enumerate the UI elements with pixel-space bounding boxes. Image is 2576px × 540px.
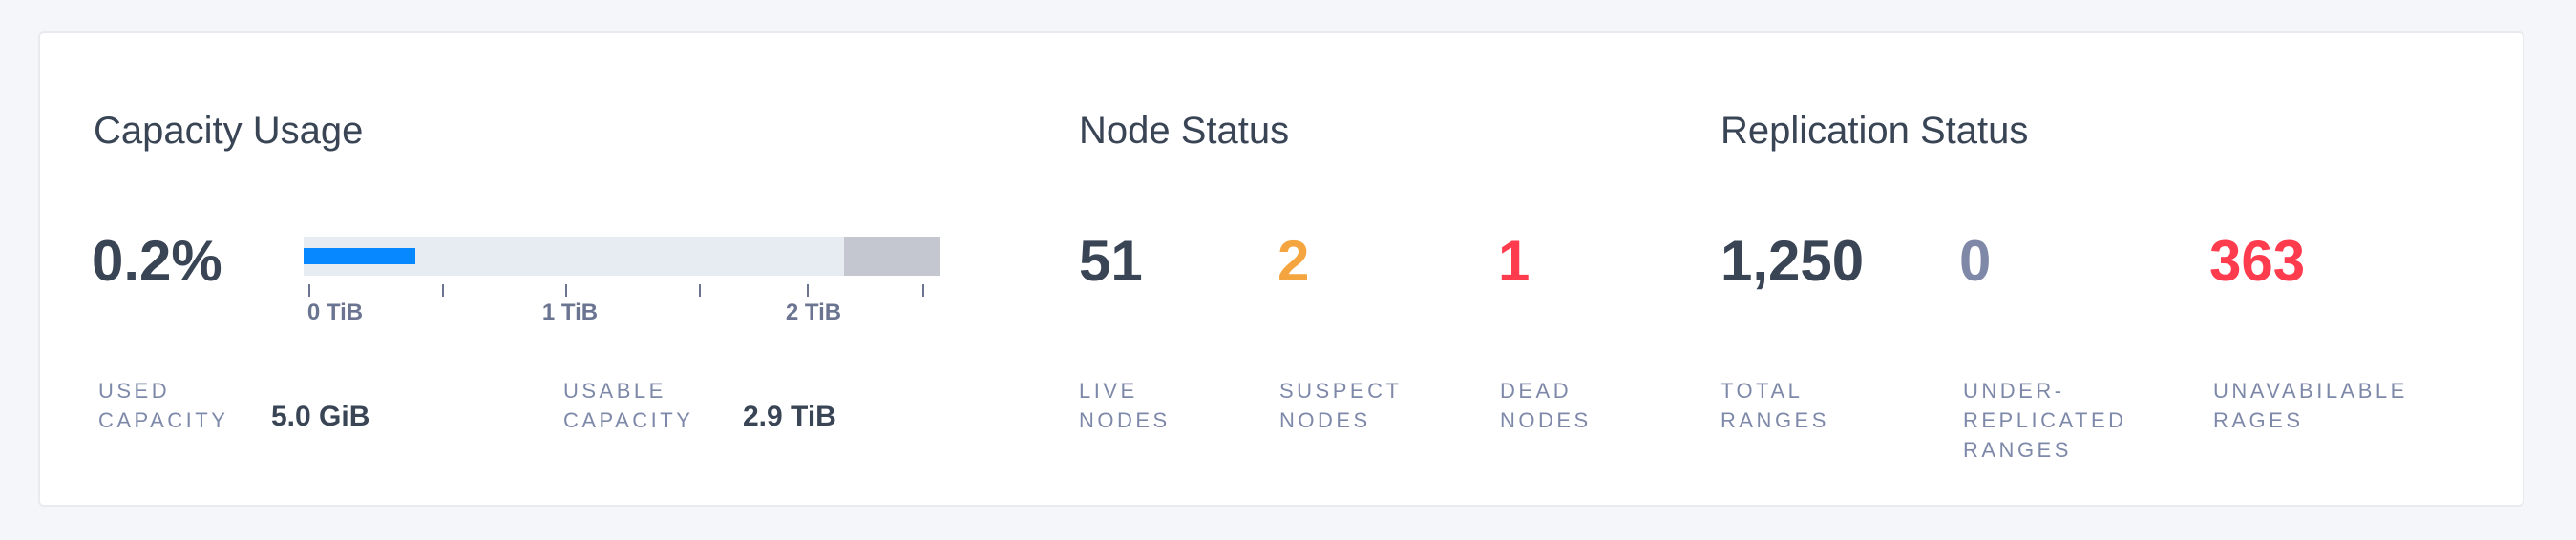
used-capacity-label: USED CAPACITY: [98, 379, 229, 432]
axis-tick: [565, 284, 567, 297]
capacity-reserved-segment: [844, 237, 940, 276]
suspect-nodes-label: SUSPECT NODES: [1279, 379, 1403, 432]
dead-nodes-label: DEAD NODES: [1500, 379, 1592, 432]
axis-tick-label: 2 TiB: [785, 300, 842, 325]
dead-nodes-value: 1: [1498, 229, 1531, 293]
capacity-usage-title: Capacity Usage: [94, 110, 364, 152]
capacity-bar: [304, 237, 940, 276]
live-nodes-value: 51: [1079, 229, 1143, 293]
used-capacity-value: 5.0 GiB: [271, 401, 370, 432]
axis-tick-label: 1 TiB: [541, 300, 599, 325]
axis-tick: [807, 284, 809, 297]
node-status-title: Node Status: [1079, 110, 1290, 152]
capacity-used-fill: [304, 248, 415, 264]
under-replicated-value: 0: [1959, 229, 1992, 293]
capacity-percent: 0.2%: [92, 229, 222, 293]
unavailable-ranges-value: 363: [2209, 229, 2306, 293]
under-replicated-label: UNDER-REPLICATED RANGES: [1963, 379, 2127, 462]
total-ranges-value: 1,250: [1721, 229, 1865, 293]
axis-tick: [922, 284, 924, 297]
usable-capacity-value: 2.9 TiB: [743, 401, 836, 432]
replication-status-title: Replication Status: [1721, 110, 2029, 152]
axis-tick-label: 0 TiB: [306, 300, 364, 325]
usable-capacity-label: USABLE CAPACITY: [563, 379, 694, 432]
unavailable-ranges-label: UNAVABILABLE RAGES: [2213, 379, 2408, 432]
axis-tick: [308, 284, 310, 297]
live-nodes-label: LIVE NODES: [1079, 379, 1171, 432]
axis-tick: [699, 284, 701, 297]
total-ranges-label: TOTAL RANGES: [1721, 379, 1829, 432]
axis-tick: [442, 284, 444, 297]
suspect-nodes-value: 2: [1277, 229, 1310, 293]
